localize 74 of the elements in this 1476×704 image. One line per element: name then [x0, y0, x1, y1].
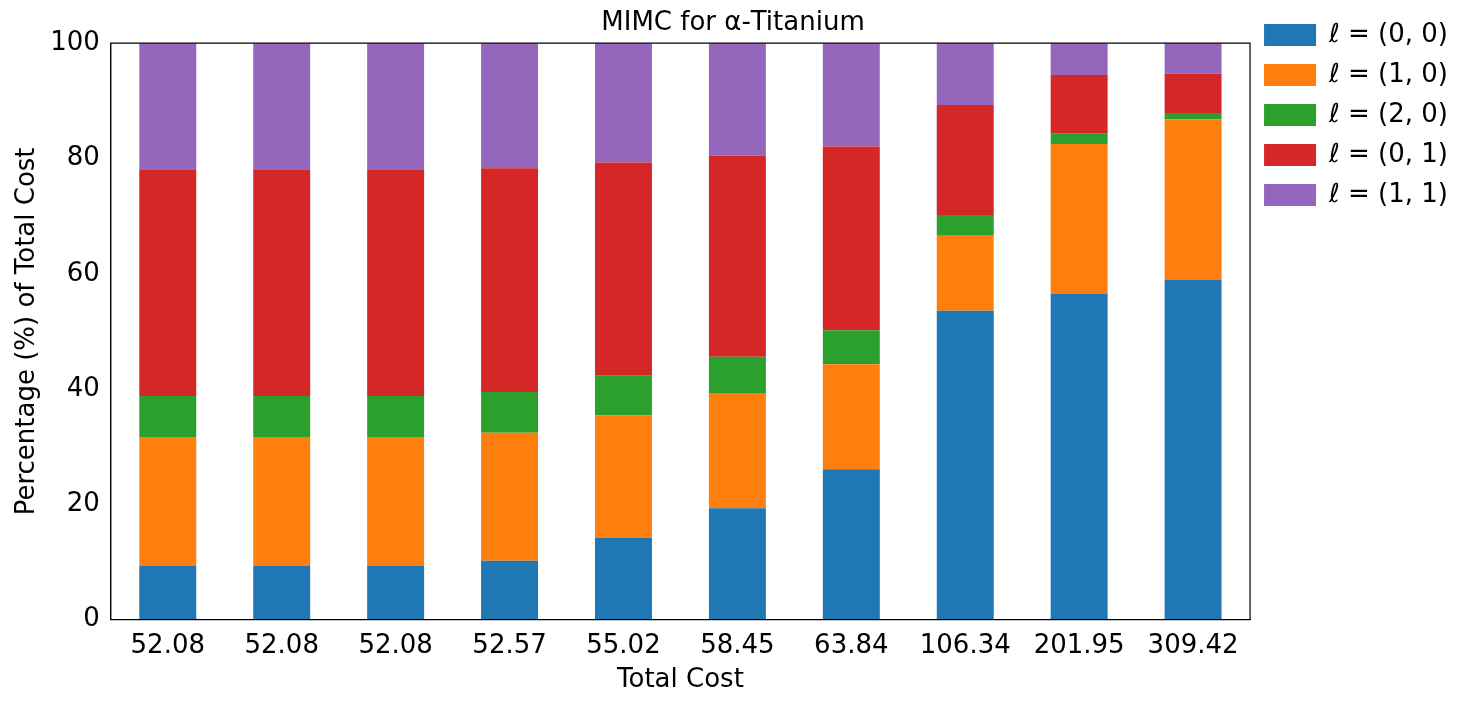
bar	[1050, 144, 1108, 294]
y-tick-label: 80	[66, 141, 100, 172]
bar	[936, 104, 994, 215]
bar	[1164, 279, 1222, 620]
bar	[708, 508, 766, 620]
bar	[367, 565, 425, 620]
legend-label: ℓ = (1, 0)	[1328, 57, 1449, 88]
bar	[253, 565, 311, 620]
bar	[481, 432, 539, 561]
legend-label: ℓ = (0, 1)	[1328, 137, 1449, 168]
x-tick-label: 52.57	[472, 628, 547, 659]
bar	[481, 168, 539, 392]
bar	[481, 391, 539, 433]
bar	[594, 43, 652, 163]
bar	[253, 395, 311, 437]
bar	[139, 436, 197, 566]
x-tick-label: 55.02	[586, 628, 661, 659]
bar	[708, 393, 766, 509]
x-tick-label: 52.08	[358, 628, 433, 659]
bar	[481, 560, 539, 620]
chart-title: MIMC for α-Titanium	[601, 6, 865, 37]
bar	[367, 395, 425, 437]
bar	[367, 436, 425, 566]
x-tick-label: 201.95	[1033, 628, 1125, 659]
bar	[822, 146, 880, 331]
bar	[1164, 73, 1222, 113]
bar	[139, 565, 197, 620]
legend-label: ℓ = (1, 1)	[1328, 177, 1449, 208]
y-tick-label: 0	[83, 602, 100, 633]
bar	[594, 537, 652, 620]
y-tick-label: 60	[66, 256, 100, 287]
bar	[253, 43, 311, 171]
bar	[1164, 112, 1222, 120]
y-axis-title: Percentage (%) of Total Cost	[10, 147, 41, 516]
y-tick-label: 20	[66, 487, 100, 518]
bar	[708, 43, 766, 156]
bar	[1050, 133, 1108, 145]
bar	[822, 364, 880, 470]
legend-label: ℓ = (0, 0)	[1328, 17, 1449, 48]
bar	[1050, 43, 1108, 75]
x-tick-label: 52.08	[244, 628, 319, 659]
x-tick-label: 63.84	[814, 628, 889, 659]
bar	[1050, 74, 1108, 134]
x-tick-label: 309.42	[1147, 628, 1239, 659]
bar	[1164, 119, 1222, 280]
bar	[481, 43, 539, 169]
y-tick-label: 40	[66, 371, 100, 402]
y-tick-label: 100	[50, 25, 100, 56]
bar	[594, 375, 652, 416]
bar	[936, 235, 994, 311]
legend-label: ℓ = (2, 0)	[1328, 97, 1449, 128]
bar	[1164, 43, 1222, 74]
bar	[367, 170, 425, 396]
x-axis-title: Total Cost	[616, 663, 744, 694]
bar	[936, 43, 994, 105]
bar	[139, 43, 197, 171]
x-tick-label: 52.08	[130, 628, 206, 659]
bar	[367, 43, 425, 171]
bar	[253, 436, 311, 566]
bar	[594, 162, 652, 376]
x-tick-label: 58.45	[700, 628, 775, 659]
bar	[253, 170, 311, 396]
bar	[936, 310, 994, 620]
bar	[708, 356, 766, 394]
bar	[822, 43, 880, 147]
x-tick-label: 106.34	[919, 628, 1011, 659]
bar	[822, 330, 880, 365]
bar	[139, 170, 197, 396]
bar	[936, 214, 994, 236]
bar	[594, 415, 652, 538]
bar	[708, 155, 766, 357]
bar	[1050, 293, 1108, 620]
bar	[139, 395, 197, 437]
bar	[822, 469, 880, 620]
